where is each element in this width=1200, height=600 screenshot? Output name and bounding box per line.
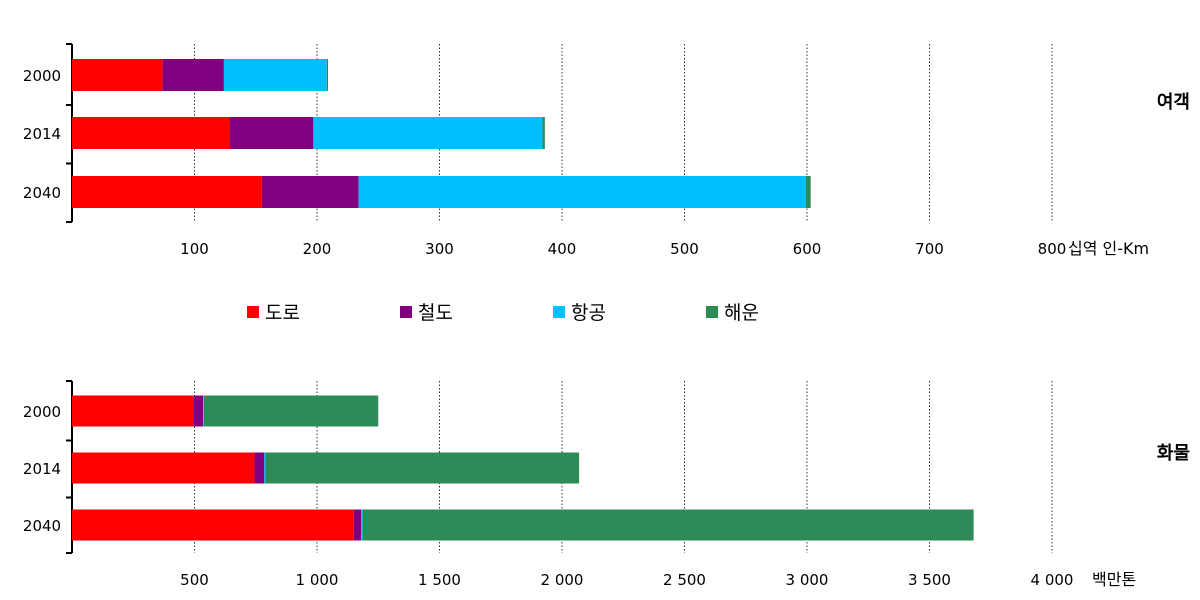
x-tick-label: 4 000: [1031, 571, 1074, 589]
bar-air: [358, 176, 806, 208]
legend-swatch-rail: [400, 305, 412, 318]
bar-air: [313, 117, 543, 149]
category-label: 2014: [23, 125, 61, 143]
legend-item-road: 도로: [247, 298, 300, 325]
bar-sea: [326, 59, 329, 91]
legend-item-sea: 해운: [706, 298, 759, 325]
bar-rail: [193, 395, 204, 427]
x-tick-label: 700: [915, 240, 944, 258]
legend-swatch-road: [247, 305, 259, 318]
bar-rail: [261, 176, 359, 208]
bar-sea: [362, 509, 974, 541]
x-unit-label: 백만톤: [1092, 570, 1136, 589]
bar-road: [72, 176, 262, 208]
legend-label-road: 도로: [265, 302, 300, 324]
legend-swatch-air: [553, 305, 565, 318]
x-tick-label: 2 500: [663, 571, 706, 589]
bar-road: [72, 59, 163, 91]
x-tick-label: 400: [548, 240, 577, 258]
legend-label-air: 항공: [571, 302, 606, 324]
x-tick-label: 500: [670, 240, 699, 258]
legend-label-rail: 철도: [418, 302, 453, 324]
x-tick-label: 3 000: [786, 571, 829, 589]
bar-air: [203, 395, 204, 427]
legend-label-sea: 해운: [724, 302, 759, 324]
x-tick-label: 2 000: [541, 571, 584, 589]
x-tick-label: 100: [180, 240, 209, 258]
bar-air: [361, 509, 363, 541]
x-tick-label: 1 000: [296, 571, 339, 589]
bar-air: [264, 452, 266, 484]
panel-label: 여객: [1157, 92, 1190, 113]
bar-rail: [353, 509, 362, 541]
x-tick-label: 1 500: [418, 571, 461, 589]
bar-road: [72, 452, 255, 484]
bar-road: [72, 117, 231, 149]
bar-sea: [542, 117, 545, 149]
bar-sea: [265, 452, 580, 484]
bar-sea: [203, 395, 379, 427]
bar-road: [72, 395, 194, 427]
x-tick-label: 500: [180, 571, 209, 589]
bar-rail: [162, 59, 224, 91]
category-label: 2014: [23, 460, 61, 478]
legend-swatch-sea: [706, 305, 718, 318]
legend-item-air: 항공: [553, 298, 606, 325]
panel-label: 화물: [1157, 443, 1190, 464]
category-label: 2040: [23, 517, 61, 535]
x-tick-label: 3 500: [908, 571, 951, 589]
bar-air: [223, 59, 327, 91]
category-label: 2040: [23, 184, 61, 202]
legend-item-rail: 철도: [400, 298, 453, 325]
x-tick-label: 800: [1038, 240, 1067, 258]
bar-rail: [254, 452, 265, 484]
category-label: 2000: [23, 67, 61, 85]
bar-sea: [805, 176, 811, 208]
x-tick-label: 300: [425, 240, 454, 258]
legend: 도로 철도 항공 해운: [0, 298, 1200, 326]
x-tick-label: 200: [303, 240, 332, 258]
category-label: 2000: [23, 403, 61, 421]
bar-road: [72, 509, 354, 541]
bar-rail: [230, 117, 314, 149]
x-tick-label: 600: [793, 240, 822, 258]
x-unit-label: 십역 인-Km: [1068, 239, 1149, 258]
